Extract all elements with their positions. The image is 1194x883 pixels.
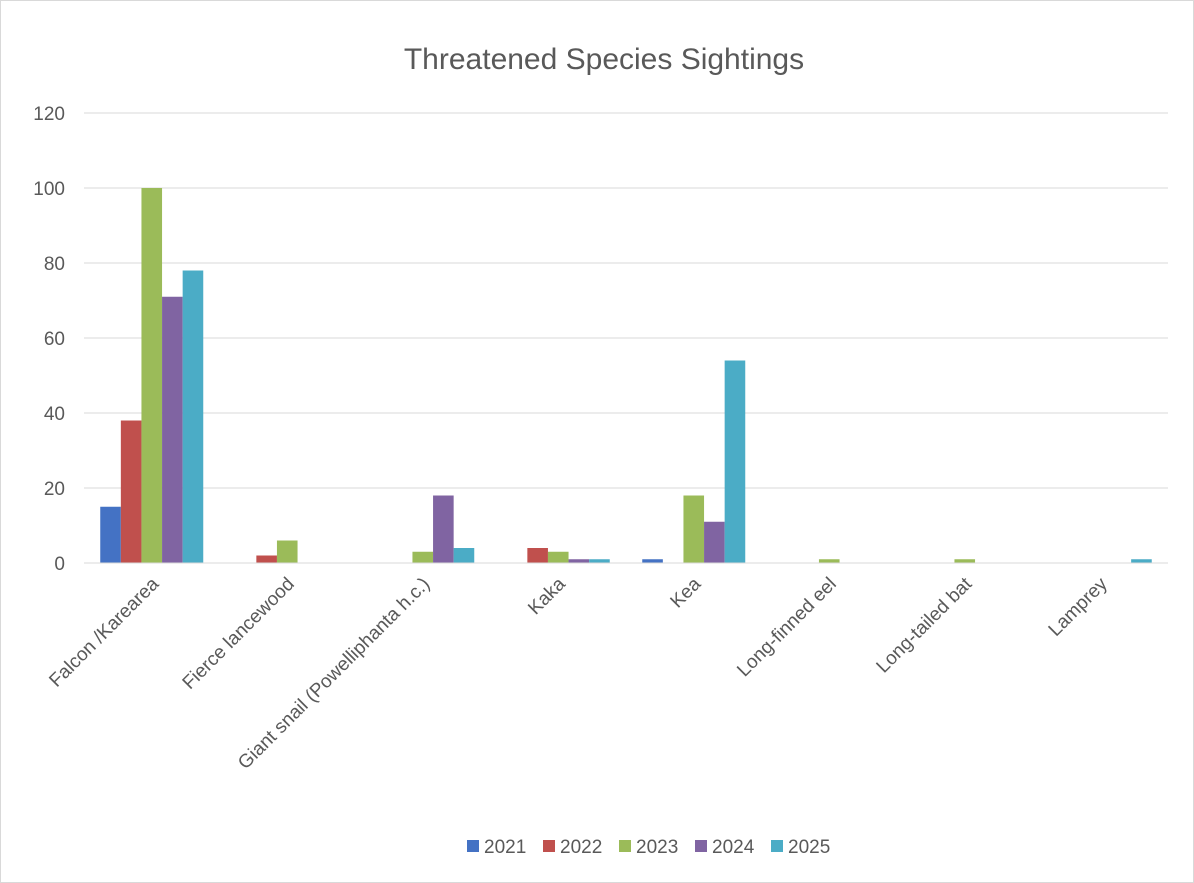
bar-2023-2 (412, 551, 434, 563)
y-tick-label: 80 (44, 254, 65, 275)
bar-2023-3 (547, 551, 569, 563)
x-tick-label: Long-finned eel (733, 574, 840, 681)
legend-label-2025: 2025 (788, 837, 830, 858)
bar-2022-3 (527, 548, 548, 563)
x-tick-label: Lamprey (1045, 573, 1112, 640)
bar-2024-2 (433, 495, 454, 563)
legend-swatch-2023 (619, 840, 631, 852)
bar-2023-1 (276, 540, 298, 563)
bar-2023-5 (818, 559, 840, 563)
bar-2022-1 (256, 555, 277, 563)
legend-swatch-2022 (543, 840, 555, 852)
y-tick-label: 0 (54, 554, 65, 575)
bar-2024-0 (162, 296, 183, 563)
y-tick-label: 120 (33, 104, 65, 125)
y-tick-label: 40 (44, 404, 65, 425)
y-tick-label: 20 (44, 479, 65, 500)
bar-2025-7 (1131, 559, 1152, 563)
bar-2021-4 (642, 559, 663, 563)
gridlines (84, 112, 1168, 489)
legend-swatch-2025 (771, 840, 783, 852)
legend-label-2022: 2022 (560, 837, 602, 858)
bar-2023-0 (141, 188, 163, 563)
bars (100, 188, 1152, 563)
legend-label-2024: 2024 (712, 837, 755, 858)
chart-title: Threatened Species Sightings (404, 43, 804, 76)
bar-2025-4 (724, 360, 746, 563)
bar-2022-0 (120, 420, 142, 563)
bar-2025-3 (589, 559, 610, 563)
x-tick-label: Kea (667, 573, 706, 612)
legend: 2021 2022 2023 2024 2025 (467, 837, 830, 858)
legend-label-2023: 2023 (636, 837, 678, 858)
y-tick-label: 60 (44, 329, 65, 350)
bar-2021-0 (100, 506, 121, 563)
x-tick-label: Kaka (524, 573, 570, 619)
x-tick-label: Falcon /Karearea (45, 573, 163, 691)
x-tick-label: Fierce lancewood (179, 574, 299, 694)
legend-swatch-2021 (467, 840, 479, 852)
bar-2024-4 (704, 521, 725, 563)
bar-2024-3 (568, 559, 590, 563)
legend-swatch-2024 (695, 840, 707, 852)
bar-2025-0 (182, 270, 204, 563)
bar-2023-6 (954, 559, 976, 563)
legend-label-2021: 2021 (484, 837, 526, 858)
y-tick-label: 100 (33, 179, 65, 200)
bar-2023-4 (683, 495, 705, 563)
y-axis-ticks: 0 20 40 60 80 100 120 (33, 104, 65, 575)
bar-2025-2 (453, 548, 475, 563)
x-tick-label: Long-tailed bat (873, 573, 977, 677)
